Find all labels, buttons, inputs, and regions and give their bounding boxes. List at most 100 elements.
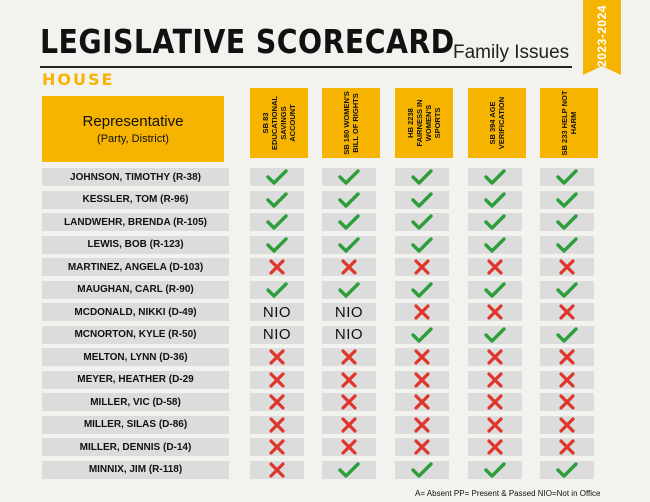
representative-name: MCDONALD, NIKKI (D-49) — [42, 303, 229, 321]
vote-x-icon — [395, 370, 449, 389]
vote-x-icon — [540, 370, 594, 389]
vote-x-icon — [250, 258, 304, 276]
bill-label: HB 2238 FAIRNESS IN WOMEN'S SPORTS — [406, 99, 442, 147]
vote-x-icon — [250, 370, 304, 389]
vote-x-icon — [540, 415, 594, 434]
vote-x-icon — [540, 303, 594, 321]
page-subtitle: Family Issues — [453, 42, 570, 63]
representative-name: MINNIX, JIM (R-118) — [42, 460, 229, 479]
bill-header-hb2238: HB 2238 FAIRNESS IN WOMEN'S SPORTS — [395, 88, 453, 158]
vote-x-icon — [540, 348, 594, 366]
vote-check-icon — [322, 213, 376, 231]
vote-check-icon — [540, 280, 594, 299]
vote-check-icon — [322, 280, 376, 299]
representative-name: KESSLER, TOM (R-96) — [42, 190, 229, 209]
bill-label: SB 83 EDUCATIONAL SAVINGS ACCOUNT — [261, 95, 297, 151]
vote-check-icon — [395, 280, 449, 299]
representative-name: LANDWEHR, BRENDA (R-105) — [42, 213, 229, 231]
vote-check-icon — [250, 213, 304, 231]
vote-x-icon — [468, 438, 522, 456]
bill-header-sb233: SB 233 HELP NOT HARM — [540, 88, 598, 158]
vote-x-icon — [322, 438, 376, 456]
representative-name: MILLER, VIC (D-58) — [42, 393, 229, 411]
vote-check-icon — [468, 190, 522, 209]
representative-name: MELTON, LYNN (D-36) — [42, 348, 229, 366]
vote-x-icon — [468, 258, 522, 276]
vote-check-icon — [395, 168, 449, 186]
chamber-label: HOUSE — [42, 70, 115, 89]
vote-x-icon — [395, 348, 449, 366]
bill-label: SB 233 HELP NOT HARM — [560, 90, 578, 156]
vote-check-icon — [468, 460, 522, 479]
page-title: LEGISLATIVE SCORECARD — [40, 22, 455, 61]
vote-check-icon — [540, 168, 594, 186]
representative-header-label: Representative — [82, 113, 184, 130]
vote-check-icon — [250, 190, 304, 209]
vote-x-icon — [468, 303, 522, 321]
vote-x-icon — [322, 370, 376, 389]
party-district-label: (Party, District) — [97, 133, 169, 145]
vote-x-icon — [395, 303, 449, 321]
vote-check-icon — [322, 460, 376, 479]
vote-check-icon — [468, 325, 522, 344]
vote-x-icon — [250, 393, 304, 411]
vote-check-icon — [395, 325, 449, 344]
vote-check-icon — [540, 213, 594, 231]
vote-x-icon — [250, 460, 304, 479]
vote-x-icon — [395, 258, 449, 276]
representative-name: MARTINEZ, ANGELA (D-103) — [42, 258, 229, 276]
vote-x-icon — [395, 393, 449, 411]
vote-x-icon — [250, 415, 304, 434]
vote-x-icon — [540, 258, 594, 276]
nio-text: NIO — [334, 326, 364, 343]
vote-check-icon — [250, 280, 304, 299]
vote-check-icon — [468, 235, 522, 254]
vote-x-icon — [540, 438, 594, 456]
vote-check-icon — [540, 190, 594, 209]
vote-x-icon — [250, 438, 304, 456]
vote-x-icon — [468, 415, 522, 434]
vote-check-icon — [468, 213, 522, 231]
vote-check-icon — [540, 460, 594, 479]
session-label: 2023-2024 — [595, 5, 609, 67]
vote-x-icon — [395, 438, 449, 456]
vote-check-icon — [395, 235, 449, 254]
bill-label: SB 180 WOMEN'S BILL OF RIGHTS — [342, 91, 360, 155]
representative-name: MEYER, HEATHER (D-29 — [42, 370, 229, 389]
representative-name: LEWIS, BOB (R-123) — [42, 235, 229, 254]
bill-label: SB 394 AGE VERIFICATION — [488, 96, 506, 150]
vote-check-icon — [250, 235, 304, 254]
nio-text: NIO — [262, 303, 292, 321]
vote-check-icon — [395, 190, 449, 209]
vote-x-icon — [322, 393, 376, 411]
representative-name: MCNORTON, KYLE (R-50) — [42, 325, 229, 344]
vote-x-icon — [540, 393, 594, 411]
representative-name: JOHNSON, TIMOTHY (R-38) — [42, 168, 229, 186]
vote-x-icon — [395, 415, 449, 434]
vote-nio-label: NIO — [250, 303, 304, 321]
vote-nio-label: NIO — [250, 325, 304, 344]
nio-text: NIO — [262, 326, 292, 343]
vote-check-icon — [540, 325, 594, 344]
vote-check-icon — [322, 168, 376, 186]
vote-check-icon — [468, 280, 522, 299]
vote-check-icon — [540, 235, 594, 254]
session-ribbon: 2023-2024 — [583, 0, 621, 75]
bill-header-sb180: SB 180 WOMEN'S BILL OF RIGHTS — [322, 88, 380, 158]
vote-x-icon — [322, 258, 376, 276]
vote-check-icon — [395, 213, 449, 231]
vote-check-icon — [322, 235, 376, 254]
bill-header-sb83: SB 83 EDUCATIONAL SAVINGS ACCOUNT — [250, 88, 308, 158]
legend-footer: A= Absent PP= Present & Passed NIO=Not i… — [415, 489, 601, 498]
nio-text: NIO — [334, 303, 364, 321]
vote-x-icon — [322, 348, 376, 366]
vote-check-icon — [395, 460, 449, 479]
vote-x-icon — [468, 393, 522, 411]
representative-name: MAUGHAN, CARL (R-90) — [42, 280, 229, 299]
representative-name: MILLER, SILAS (D-86) — [42, 415, 229, 434]
title-underline — [40, 66, 572, 68]
bill-header-sb394: SB 394 AGE VERIFICATION — [468, 88, 526, 158]
vote-x-icon — [250, 348, 304, 366]
vote-x-icon — [468, 348, 522, 366]
vote-check-icon — [250, 168, 304, 186]
